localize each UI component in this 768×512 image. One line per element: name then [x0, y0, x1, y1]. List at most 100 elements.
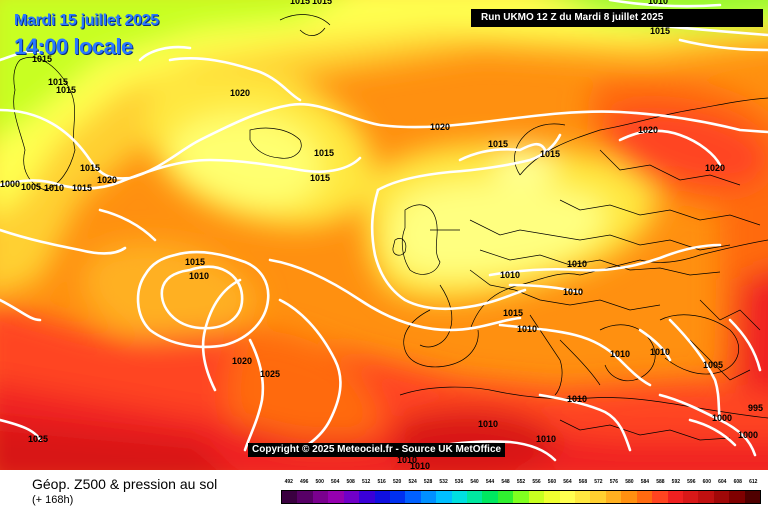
- isobar-label-1020: 1020: [97, 175, 117, 185]
- scale-label: 536: [454, 479, 464, 485]
- scale-label: 516: [377, 479, 386, 485]
- isobar-label-1010: 1010: [410, 461, 430, 470]
- forecast-time: 14:00 locale: [14, 34, 133, 59]
- map-canvas: 1015 1015 1015 1020 1020 1015 1015 1015 …: [0, 0, 768, 470]
- coastlines: [13, 14, 768, 441]
- scale-label: 492: [284, 479, 293, 485]
- isobar-label-1015: 1015: [488, 139, 508, 149]
- scale-swatch: [374, 491, 390, 503]
- scale-swatch: [682, 491, 699, 503]
- scale-label: 612: [749, 479, 758, 485]
- scale-swatch: [343, 491, 360, 503]
- isobar-label-1000: 1000: [712, 413, 732, 423]
- isobar-label-1010: 1010: [610, 349, 630, 359]
- scale-swatch: [312, 491, 329, 503]
- isobars: [0, 0, 768, 462]
- scale-label: 540: [470, 479, 479, 485]
- scale-swatch: [359, 491, 375, 503]
- isobar-label-1025: 1025: [28, 434, 48, 444]
- isobar-label-1020: 1020: [705, 163, 725, 173]
- isobar-label-1010: 1010: [650, 347, 670, 357]
- scale-label: 508: [346, 479, 355, 485]
- isobar-label-1010: 1010: [189, 271, 209, 281]
- scale-swatch: [451, 491, 468, 503]
- isobar-label-995: 995: [748, 403, 763, 413]
- isobar-label-1010: 1010: [397, 455, 417, 465]
- isobar-label-1015: 1015: [48, 77, 68, 87]
- isobar-label-1015: 1015: [80, 163, 100, 173]
- isobar-label-1015: 1015: [56, 85, 76, 95]
- isobar-label-1010: 1010: [648, 0, 668, 6]
- scale-swatch: [667, 491, 683, 503]
- scale-label: 520: [392, 479, 402, 485]
- scale-label: 564: [563, 479, 572, 485]
- scale-swatch: [282, 491, 298, 503]
- forecast-date: Mardi 15 juillet 2025: [14, 12, 159, 29]
- scale-label: 576: [609, 479, 619, 485]
- isobar-label-1000: 1000: [738, 430, 758, 440]
- isobar-label-1015: 1015: [540, 149, 560, 159]
- z500-field: [0, 0, 768, 470]
- scale-label: 548: [501, 479, 510, 485]
- scale-swatch: [544, 491, 560, 503]
- scale-label: 556: [532, 479, 541, 485]
- scale-swatch: [729, 491, 745, 503]
- scale-swatch: [744, 491, 761, 503]
- scale-swatch: [575, 491, 591, 503]
- isobar-labels: 1015 1015 1015 1020 1020 1015 1015 1015 …: [0, 0, 763, 470]
- scale-swatch: [436, 491, 452, 503]
- scale-swatch: [420, 491, 437, 503]
- scale-swatch: [497, 491, 514, 503]
- scale-label: 528: [423, 479, 433, 485]
- scale-swatch: [636, 491, 653, 503]
- isobar-label-1015: 1015: [650, 26, 670, 36]
- scale-swatch: [513, 491, 529, 503]
- scale-label: 608: [733, 479, 742, 485]
- scale-label: 560: [547, 479, 557, 485]
- isobar-label-1010: 1010: [563, 287, 583, 297]
- isobar-label-1015: 1015: [310, 173, 330, 183]
- parameter-title: Géop. Z500 & pression au sol: [32, 476, 218, 492]
- scale-swatch: [482, 491, 498, 503]
- scale-label: 588: [656, 479, 665, 485]
- scale-swatch: [559, 491, 576, 503]
- scale-label: 584: [640, 479, 650, 485]
- scale-label: 532: [439, 479, 448, 485]
- isobar-label-1010: 1010: [500, 270, 520, 280]
- scale-label: 592: [671, 479, 681, 485]
- scale-label: 580: [625, 479, 634, 485]
- isobar-label-1010: 1010: [44, 183, 64, 193]
- scale-label: 524: [408, 479, 417, 485]
- scale-label: 604: [718, 479, 727, 485]
- isobar-label-1020: 1020: [230, 88, 250, 98]
- scale-label: 596: [687, 479, 696, 485]
- scale-swatch: [713, 491, 730, 503]
- isobar-label-1015: 1015: [185, 257, 205, 267]
- isobar-label-1010: 1010: [478, 419, 498, 429]
- scale-label: 544: [485, 479, 495, 485]
- isobar-label-1005: 1005: [703, 360, 723, 370]
- isobar-label-1015: 1015: [32, 54, 52, 64]
- isobar-label-1005: 1005: [21, 182, 41, 192]
- scale-swatch: [528, 491, 545, 503]
- isobar-label-1000: 1000: [0, 179, 20, 189]
- scale-swatch: [605, 491, 622, 503]
- isobar-label-1025: 1025: [260, 369, 280, 379]
- isobar-label-1015: 1015: [72, 183, 92, 193]
- weather-map: 1015 1015 1015 1020 1020 1015 1015 1015 …: [0, 0, 768, 470]
- scale-label: 572: [594, 479, 603, 485]
- copyright-notice: Copyright © 2025 Meteociel.fr - Source U…: [248, 443, 506, 457]
- isobar-label-1015: 1015: [312, 0, 332, 6]
- isobar-label-1020: 1020: [430, 122, 450, 132]
- scale-swatch: [389, 491, 406, 503]
- isobar-label-1010: 1010: [517, 324, 537, 334]
- isobar-label-1015: 1015: [503, 308, 523, 318]
- scale-swatch: [467, 491, 483, 503]
- isobar-label-1015: 1015: [314, 148, 334, 158]
- isobar-label-1015: 1015: [290, 0, 310, 6]
- isobar-label-1020: 1020: [232, 356, 252, 366]
- scale-label: 568: [578, 479, 588, 485]
- isobar-label-1010: 1010: [567, 259, 587, 269]
- scale-swatch: [328, 491, 344, 503]
- run-info: Run UKMO 12 Z du Mardi 8 juillet 2025: [471, 9, 763, 27]
